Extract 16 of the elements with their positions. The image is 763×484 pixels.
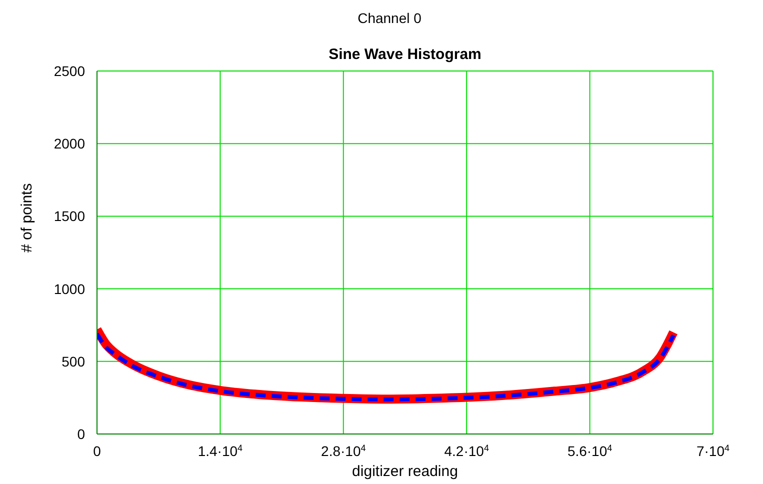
x-tick-label: 5.6·10$^{4}$: [567, 443, 612, 459]
x-axis-title: digitizer reading: [352, 463, 458, 480]
y-tick-label: 500: [62, 353, 86, 370]
chart-subtitle: Sine Wave Histogram: [328, 46, 482, 63]
y-tick-label: 0: [77, 426, 86, 442]
y-tick-label: 1000: [54, 280, 86, 297]
chart-title: Channel 0: [356, 10, 422, 26]
x-tick-label: 4.2·10$^{4}$: [444, 443, 489, 459]
x-tick-label: 0: [93, 443, 102, 459]
x-tick-label: 2.8·10$^{4}$: [321, 443, 366, 459]
y-axis-title: # of points: [18, 183, 36, 252]
y-tick-label: 1500: [54, 208, 86, 224]
y-tick-label: 2000: [54, 136, 86, 152]
y-tick-label: 2500: [54, 63, 86, 79]
x-tick-label: 1.4·10$^{4}$: [198, 443, 243, 459]
x-tick-label: 7·10$^{4}$: [696, 443, 730, 459]
